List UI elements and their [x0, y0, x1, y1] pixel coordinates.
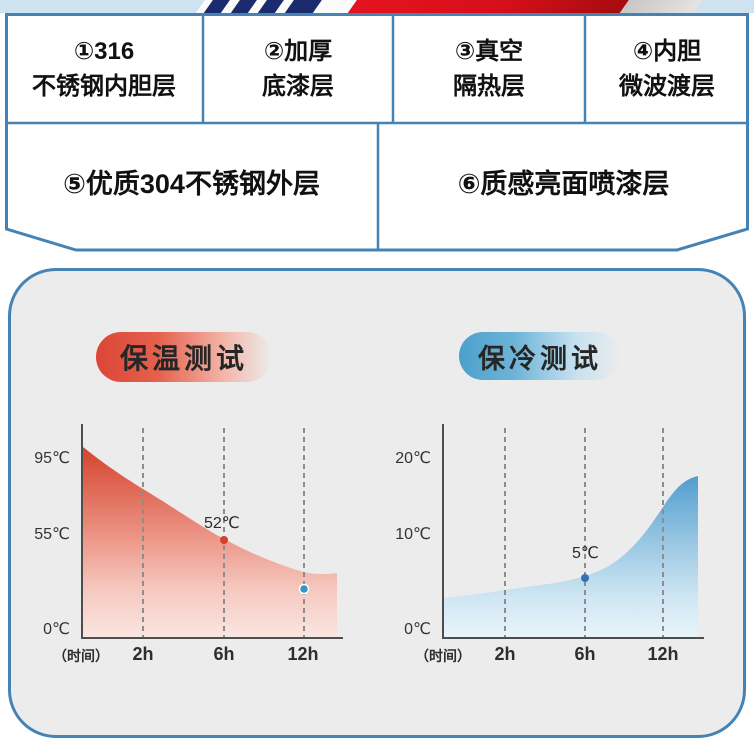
- cold-point-5c: [581, 574, 589, 582]
- heat-xtick-12h: 12h: [287, 644, 319, 664]
- heat-ytick-0: 0℃: [43, 621, 70, 638]
- cold-ytick-0: 0℃: [404, 621, 431, 638]
- heat-test-badge-label: 保温测试: [119, 343, 248, 374]
- cold-chart: [442, 424, 704, 639]
- cold-xtick-2h: 2h: [494, 644, 516, 664]
- heat-xtick-6h: 6h: [213, 644, 235, 664]
- feature-cell-3-line1: ③真空: [454, 37, 524, 65]
- banner-red-band: [344, 0, 632, 13]
- feature-cell-2-line1: ②加厚: [263, 37, 333, 65]
- heat-xtick-time: （时间）: [53, 648, 109, 664]
- feature-cell-3-line2: 隔热层: [453, 72, 525, 100]
- feature-cell-4-line1: ④内胆: [632, 37, 702, 65]
- heat-point-52c: [220, 536, 228, 544]
- top-decorative-banner: [0, 0, 754, 13]
- heat-area: [83, 447, 337, 638]
- cold-test-badge-label: 保冷测试: [478, 343, 602, 374]
- feature-cell-2: ②加厚 底漆层: [203, 13, 393, 124]
- cold-ytick-20: 20℃: [395, 450, 431, 467]
- feature-cell-1-line1: ①316: [73, 37, 135, 65]
- banner-silver-stripe: [616, 0, 706, 13]
- cold-xtick-12h: 12h: [647, 644, 679, 664]
- heat-point-12h: [298, 583, 310, 595]
- heat-annotation-52c: 52℃: [204, 515, 240, 532]
- feature-cell-5: ⑤优质304不锈钢外层: [5, 124, 378, 238]
- heat-ytick-55: 55℃: [34, 526, 70, 543]
- feature-cell-5-label: ⑤优质304不锈钢外层: [63, 168, 320, 199]
- cold-area: [444, 476, 698, 638]
- cold-annotation-5c: 5℃: [572, 545, 599, 562]
- heat-ytick-95: 95℃: [34, 450, 70, 467]
- feature-cell-1-line2: 不锈钢内胆层: [32, 72, 176, 100]
- cold-test-badge: 保冷测试: [459, 332, 621, 380]
- feature-cell-6-label: ⑥质感亮面喷漆层: [457, 168, 670, 199]
- cold-xtick-time: （时间）: [415, 648, 471, 664]
- cold-ytick-10: 10℃: [395, 526, 431, 543]
- feature-cell-4: ④内胆 微波渡层: [585, 13, 749, 124]
- heat-test-badge: 保温测试: [96, 332, 272, 382]
- heat-chart: [81, 424, 343, 639]
- heat-xtick-2h: 2h: [132, 644, 154, 664]
- feature-cell-6: ⑥质感亮面喷漆层: [378, 124, 749, 238]
- feature-table-frame: [5, 13, 749, 252]
- feature-cell-4-line2: 微波渡层: [619, 72, 715, 100]
- feature-cell-2-line2: 底漆层: [262, 72, 334, 100]
- cold-xtick-6h: 6h: [574, 644, 596, 664]
- feature-cell-1: ①316 不锈钢内胆层: [5, 13, 203, 124]
- feature-cell-3: ③真空 隔热层: [393, 13, 585, 124]
